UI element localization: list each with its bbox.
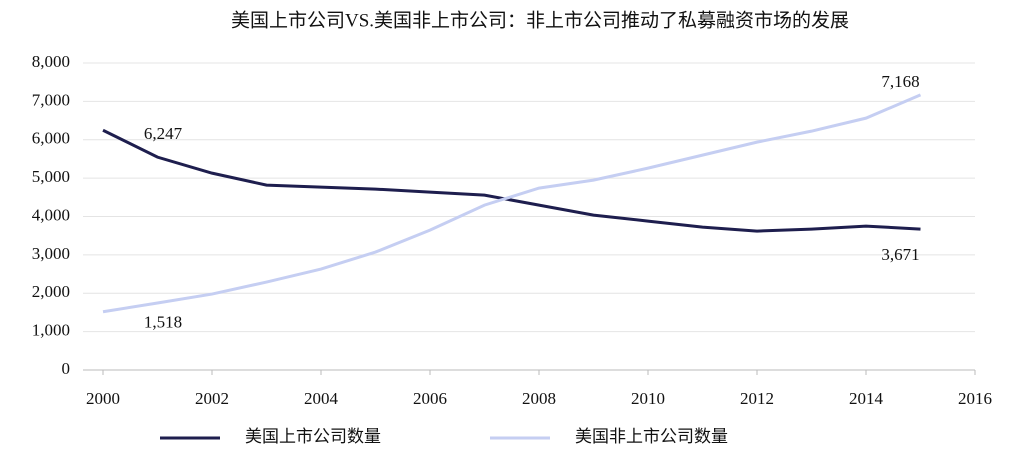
data-label: 3,671 [881,245,919,264]
data-label: 7,168 [881,72,919,91]
y-tick-label: 0 [62,359,71,378]
x-tick-label: 2014 [849,389,884,408]
y-tick-label: 6,000 [32,129,70,148]
y-tick-label: 7,000 [32,90,70,109]
x-tick-label: 2006 [413,389,447,408]
data-label: 1,518 [144,313,182,332]
y-tick-label: 2,000 [32,282,70,301]
y-tick-label: 8,000 [32,52,70,71]
legend-label: 美国上市公司数量 [245,427,381,446]
legend-label: 美国非上市公司数量 [575,427,728,446]
series-line [102,93,922,314]
x-tick-label: 2004 [304,389,339,408]
x-tick-label: 2002 [195,389,229,408]
x-tick-label: 2008 [522,389,556,408]
y-tick-label: 5,000 [32,167,70,186]
y-tick-label: 3,000 [32,244,70,263]
y-tick-label: 1,000 [32,321,70,340]
x-tick-label: 2000 [86,389,120,408]
series-line [102,128,921,233]
y-tick-label: 4,000 [32,205,70,224]
chart-title: 美国上市公司VS.美国非上市公司：非上市公司推动了私募融资市场的发展 [231,9,849,31]
data-label: 6,247 [144,124,183,143]
x-tick-label: 2016 [958,389,992,408]
x-tick-label: 2010 [631,389,665,408]
x-tick-label: 2012 [740,389,774,408]
